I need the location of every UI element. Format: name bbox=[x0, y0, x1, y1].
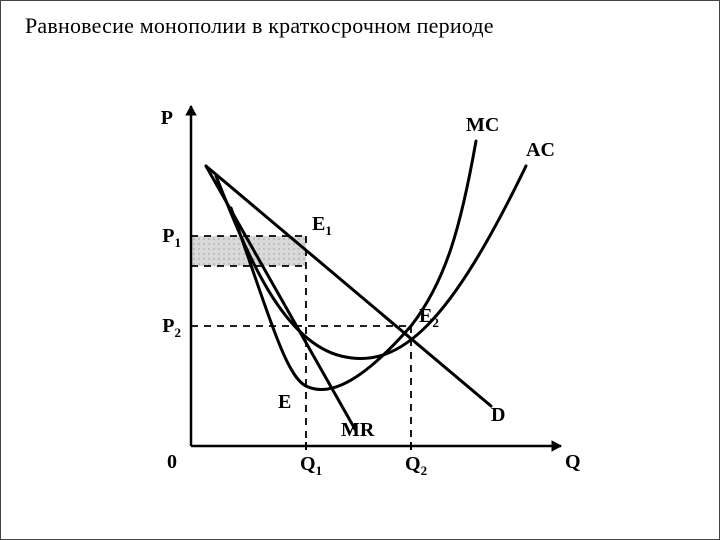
svg-text:MC: MC bbox=[466, 114, 499, 136]
guide-lines bbox=[191, 236, 411, 446]
page-title: Равновесие монополии в краткосрочном пер… bbox=[25, 13, 494, 39]
svg-text:AC: AC bbox=[526, 139, 555, 161]
svg-text:P1: P1 bbox=[162, 225, 181, 250]
svg-text:Q2: Q2 bbox=[405, 453, 427, 478]
svg-text:P: P bbox=[161, 107, 173, 129]
svg-text:E2: E2 bbox=[419, 305, 439, 330]
page: Равновесие монополии в краткосрочном пер… bbox=[0, 0, 720, 540]
svg-text:Q: Q bbox=[565, 451, 581, 473]
svg-text:E1: E1 bbox=[312, 213, 332, 238]
svg-text:Q1: Q1 bbox=[300, 453, 322, 478]
axes bbox=[186, 106, 561, 451]
svg-text:0: 0 bbox=[167, 451, 177, 473]
curves bbox=[206, 141, 526, 431]
svg-text:MR: MR bbox=[341, 419, 375, 441]
svg-text:E: E bbox=[278, 391, 291, 413]
monopoly-diagram: P Q 0 P1 P2 Q1 Q2 E E1 E2 MC AC D MR bbox=[131, 86, 591, 506]
curve-d bbox=[206, 166, 491, 406]
svg-text:P2: P2 bbox=[162, 315, 181, 340]
labels: P Q 0 P1 P2 Q1 Q2 E E1 E2 MC AC D MR bbox=[161, 107, 581, 478]
svg-text:D: D bbox=[491, 404, 505, 426]
diagram-container: P Q 0 P1 P2 Q1 Q2 E E1 E2 MC AC D MR bbox=[131, 86, 591, 506]
